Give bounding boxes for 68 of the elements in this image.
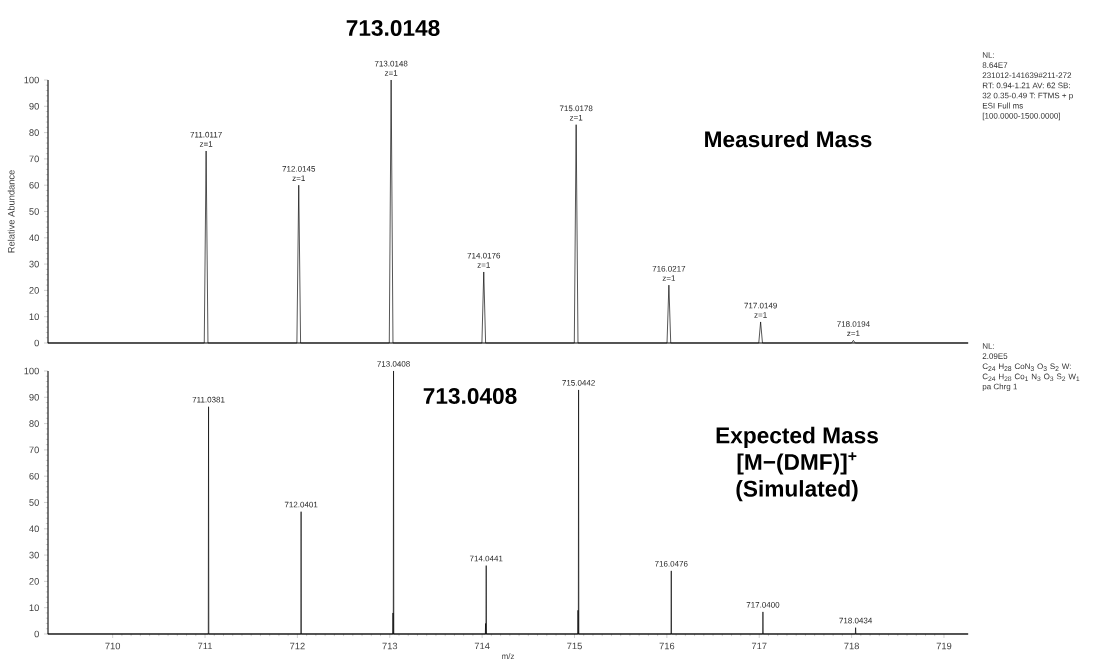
text: 32 0.35-0.49 T: FTMS + p: [982, 92, 1073, 100]
y-tick-label: 70: [29, 446, 39, 454]
annotation: 715.0442: [562, 379, 595, 386]
x-tick-label: 719: [936, 642, 952, 650]
y-tick-label: 30: [29, 260, 39, 268]
x-tick-label: 712: [290, 642, 305, 650]
y-tick-label: 50: [29, 499, 39, 506]
x-tick-label: 714: [474, 642, 490, 650]
y-tick-label: 10: [29, 604, 39, 611]
y-tick-label: 40: [29, 234, 39, 242]
annotation: 718.0194 z=1: [837, 321, 870, 337]
text: C$_{24}$ H$_{28}$ CoN$_{3}$ O$_{3}$ S$_{2}$ W:: [982, 363, 1071, 371]
y-tick-label: 60: [29, 181, 39, 189]
annotation: 718.0434: [839, 617, 873, 624]
y-axis-title: Relative Abundance: [7, 170, 15, 253]
annotation: 715.0178 z=1: [559, 105, 593, 121]
x-tick-label: 718: [844, 642, 859, 650]
y-tick-label: 20: [29, 578, 39, 585]
y-tick-label: 20: [29, 287, 39, 294]
annotation: 712.0145 z=1: [282, 166, 316, 181]
annotation: 716.0476: [655, 560, 688, 567]
text: C$_{24}$ H$_{28}$ Co$_{1}$ N$_{3}$ O$_{3}$ S$_{2}$ W$_{1}$: [982, 373, 1080, 382]
x-axis-title: m/z: [502, 653, 515, 659]
text: NL:: [982, 52, 994, 58]
annotation: 713.0408: [423, 387, 517, 405]
x-tick-label: 715: [567, 642, 582, 650]
annotation: 716.0217 z=1: [652, 265, 686, 281]
text: 2.09E5: [982, 353, 1008, 359]
x-tick-label: 716: [659, 642, 675, 650]
annotation: Measured Mass: [705, 130, 872, 148]
y-tick-label: 40: [29, 525, 39, 533]
y-tick-label: 70: [29, 155, 39, 163]
y-tick-label: 90: [29, 103, 39, 110]
y-tick-label: 50: [29, 208, 39, 215]
y-tick-label: 100: [24, 76, 39, 84]
annotation: Expected Mass: [716, 426, 878, 448]
y-tick-label: 0: [34, 339, 39, 347]
x-tick-label: 711: [198, 642, 213, 650]
text: ESI Full ms: [982, 102, 1023, 109]
annotation: 713.0408: [377, 361, 410, 367]
annotation: 714.0176 z=1: [467, 252, 501, 268]
x-tick-label: 717: [751, 642, 767, 650]
annotation: 711.0117 z=1: [190, 131, 222, 147]
annotation: 711.0381: [192, 396, 225, 403]
text: RT: 0.94-1.21 AV: 62 SB:: [982, 82, 1070, 89]
annotation: 717.0149 z=1: [744, 302, 777, 318]
x-tick-label: 713: [382, 642, 398, 650]
text: NL:: [982, 343, 994, 349]
x-tick-label: 710: [105, 642, 121, 650]
y-tick-label: 90: [29, 394, 39, 401]
y-tick-label: 30: [29, 551, 39, 559]
annotation: 713.0148 z=1: [374, 60, 408, 76]
annotation: 714.0441: [469, 555, 503, 562]
annotation: (Simulated): [736, 480, 858, 502]
y-tick-label: 60: [29, 472, 39, 480]
text: 8.64E7: [982, 62, 1008, 68]
text: pa Chrg 1: [982, 383, 1017, 391]
annotation: [M−(DMF)]$^{+}$: [737, 452, 857, 475]
y-tick-label: 100: [24, 367, 39, 375]
text: [100.0000-1500.0000]: [982, 112, 1060, 121]
y-tick-label: 80: [29, 129, 39, 136]
chart-title: 713.0148: [346, 19, 440, 37]
text: 231012-141639#211-272: [982, 72, 1072, 79]
annotation: 712.0401: [284, 501, 318, 508]
annotation: 717.0400: [746, 601, 780, 608]
y-tick-label: 0: [34, 630, 39, 638]
y-tick-label: 10: [29, 313, 39, 320]
y-tick-label: 80: [29, 420, 39, 427]
